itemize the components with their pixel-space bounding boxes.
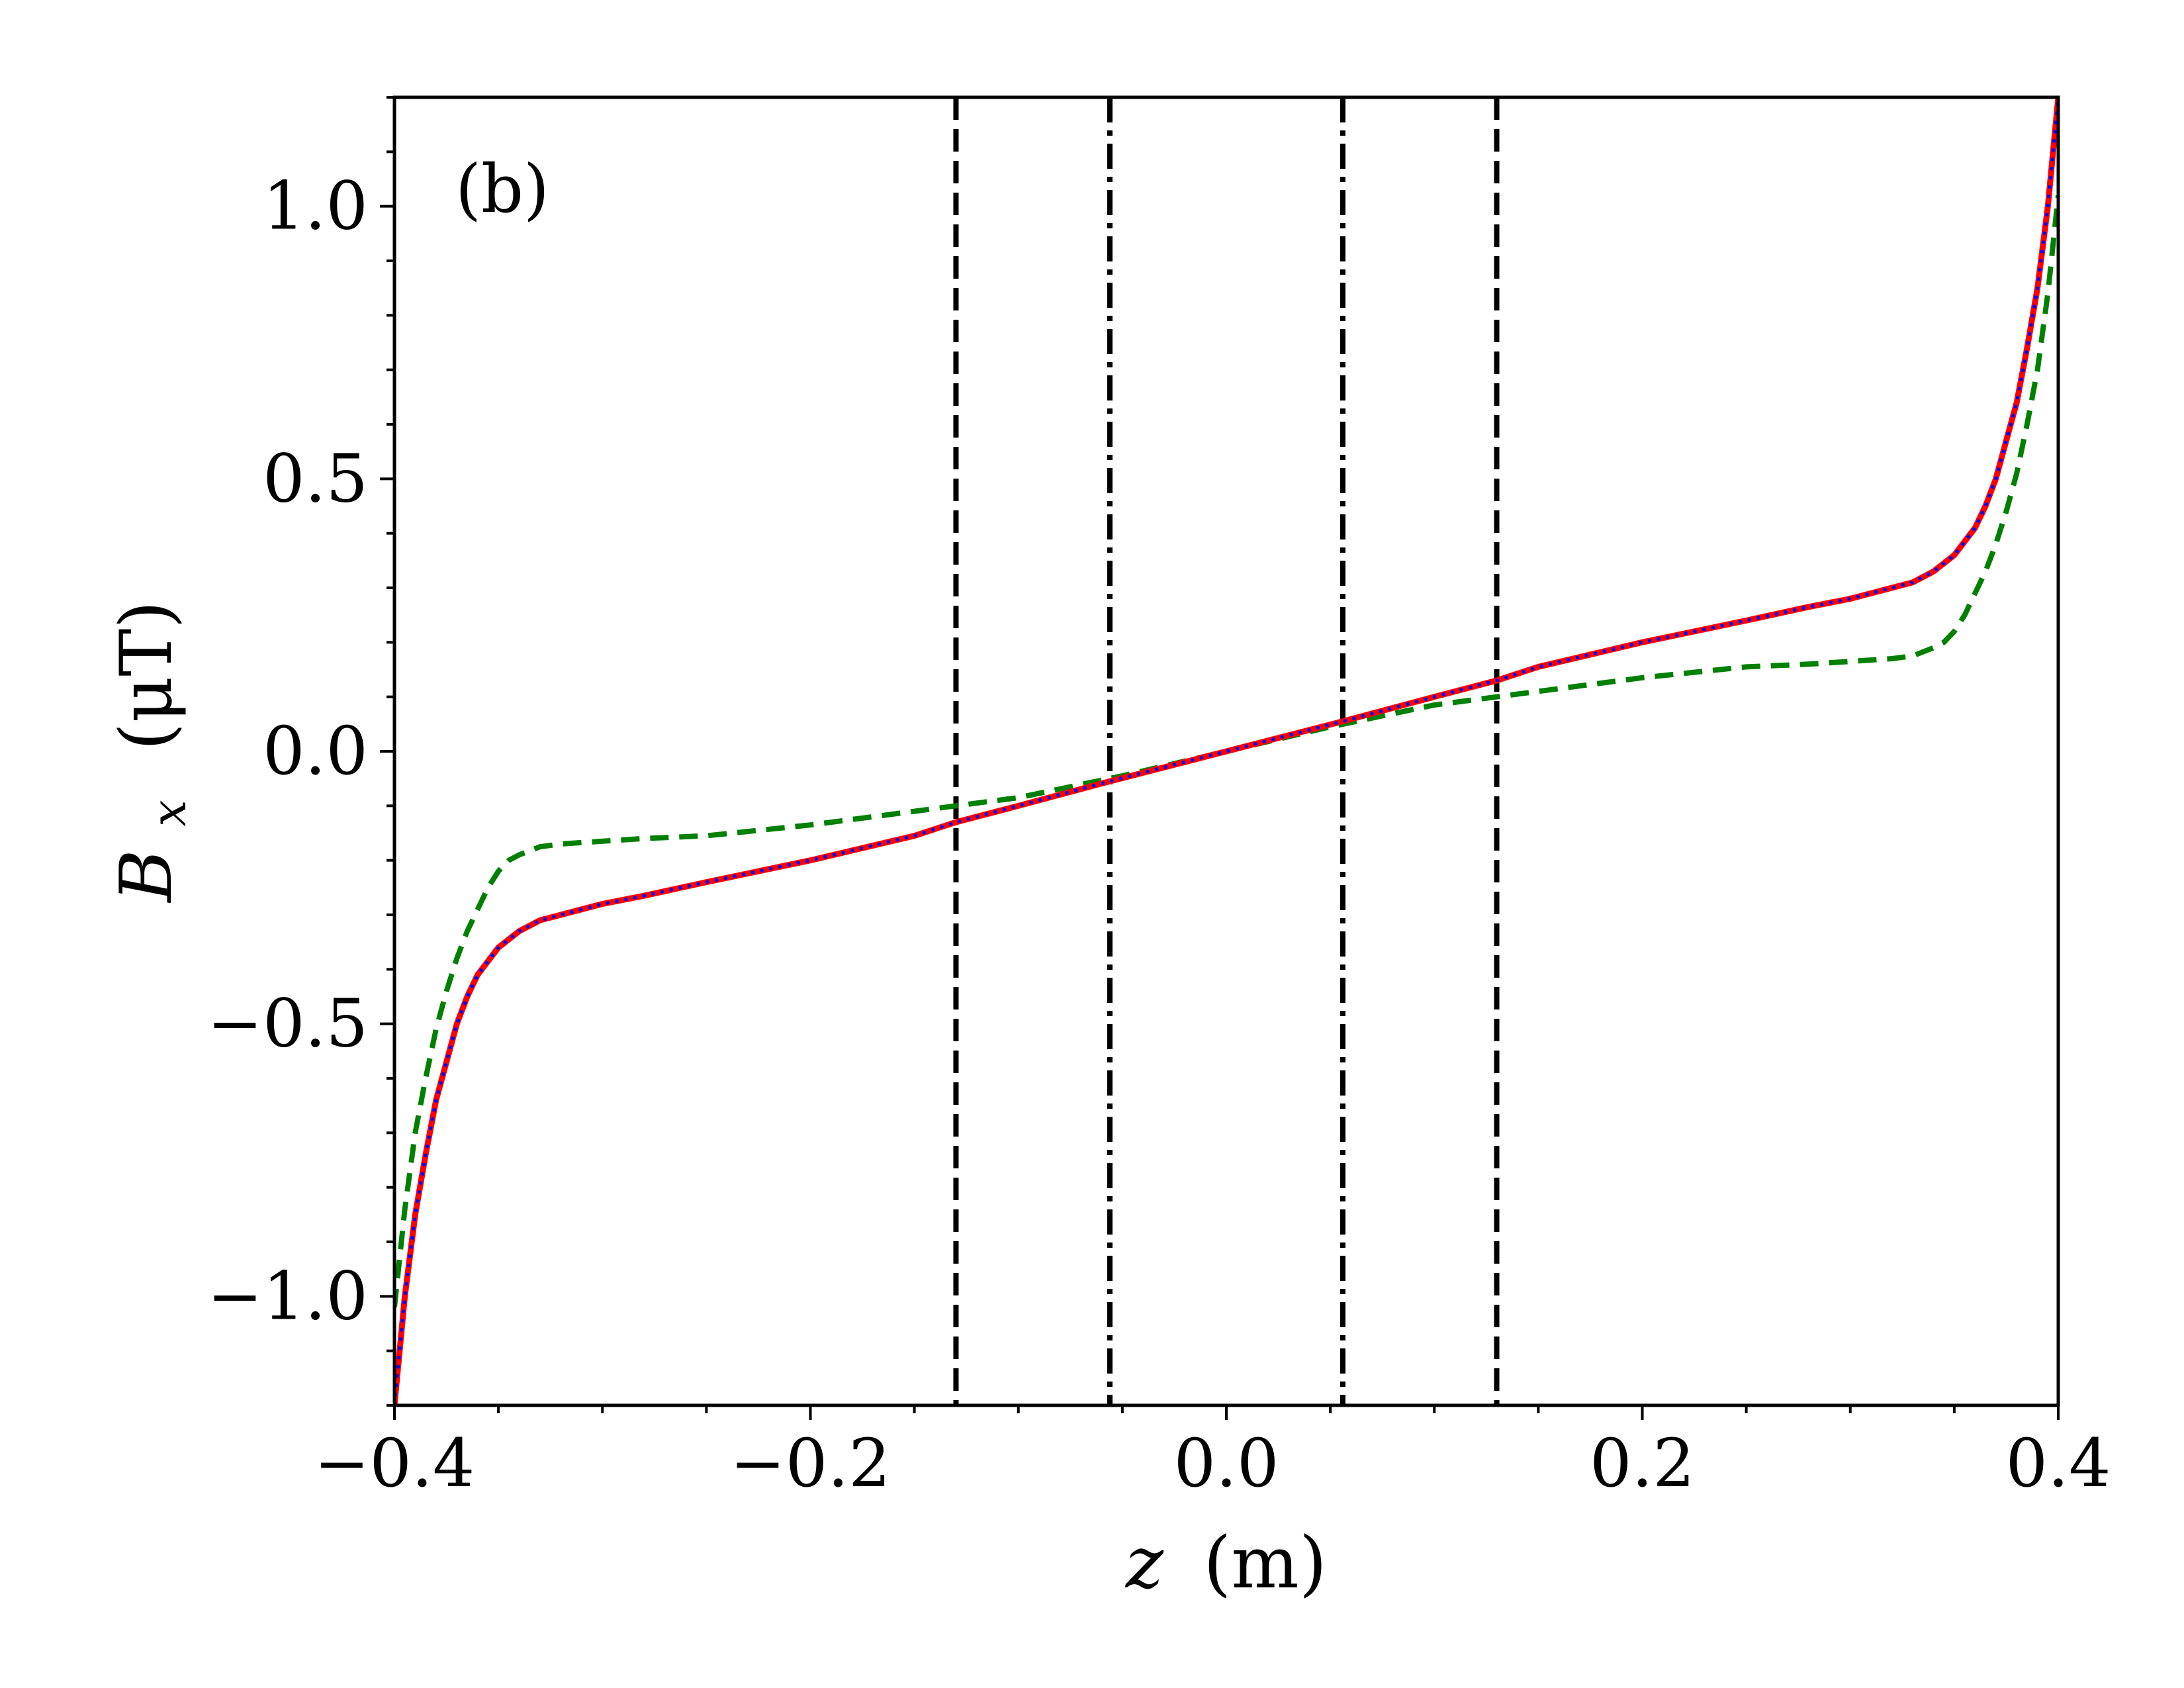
y-axis: −1.0 −0.5 0.0 0.5 1.0 bbox=[207, 96, 394, 1407]
x-tick-label: 0.0 bbox=[1173, 1425, 1279, 1502]
x-axis: −0.4 −0.2 0.0 0.2 0.4 bbox=[314, 1405, 2111, 1502]
y-tick-label: −0.5 bbox=[207, 985, 368, 1062]
y-tick-label: −1.0 bbox=[207, 1257, 368, 1335]
y-axis-variable: B bbox=[105, 849, 188, 903]
y-axis-title: B x (μT) bbox=[105, 600, 203, 903]
y-tick-label: 1.0 bbox=[263, 167, 368, 245]
panel-label: (b) bbox=[455, 150, 549, 228]
y-tick-label: 0.5 bbox=[263, 440, 368, 517]
x-axis-unit: (m) bbox=[1203, 1522, 1327, 1605]
x-axis-variable: z bbox=[1124, 1522, 1164, 1605]
x-tick-label: −0.2 bbox=[730, 1425, 891, 1502]
y-axis-subscript: x bbox=[141, 800, 197, 827]
vertical-marker-lines bbox=[953, 97, 1500, 1405]
y-axis-unit: (μT) bbox=[105, 600, 188, 751]
data-series bbox=[394, 97, 2058, 1405]
x-tick-label: 0.2 bbox=[1590, 1425, 1695, 1502]
series-line-solid bbox=[394, 97, 2058, 1405]
x-axis-title: z (m) bbox=[1124, 1522, 1327, 1605]
y-tick-label: 0.0 bbox=[263, 712, 368, 790]
x-tick-label: 0.4 bbox=[2005, 1425, 2111, 1502]
x-tick-label: −0.4 bbox=[314, 1425, 475, 1502]
